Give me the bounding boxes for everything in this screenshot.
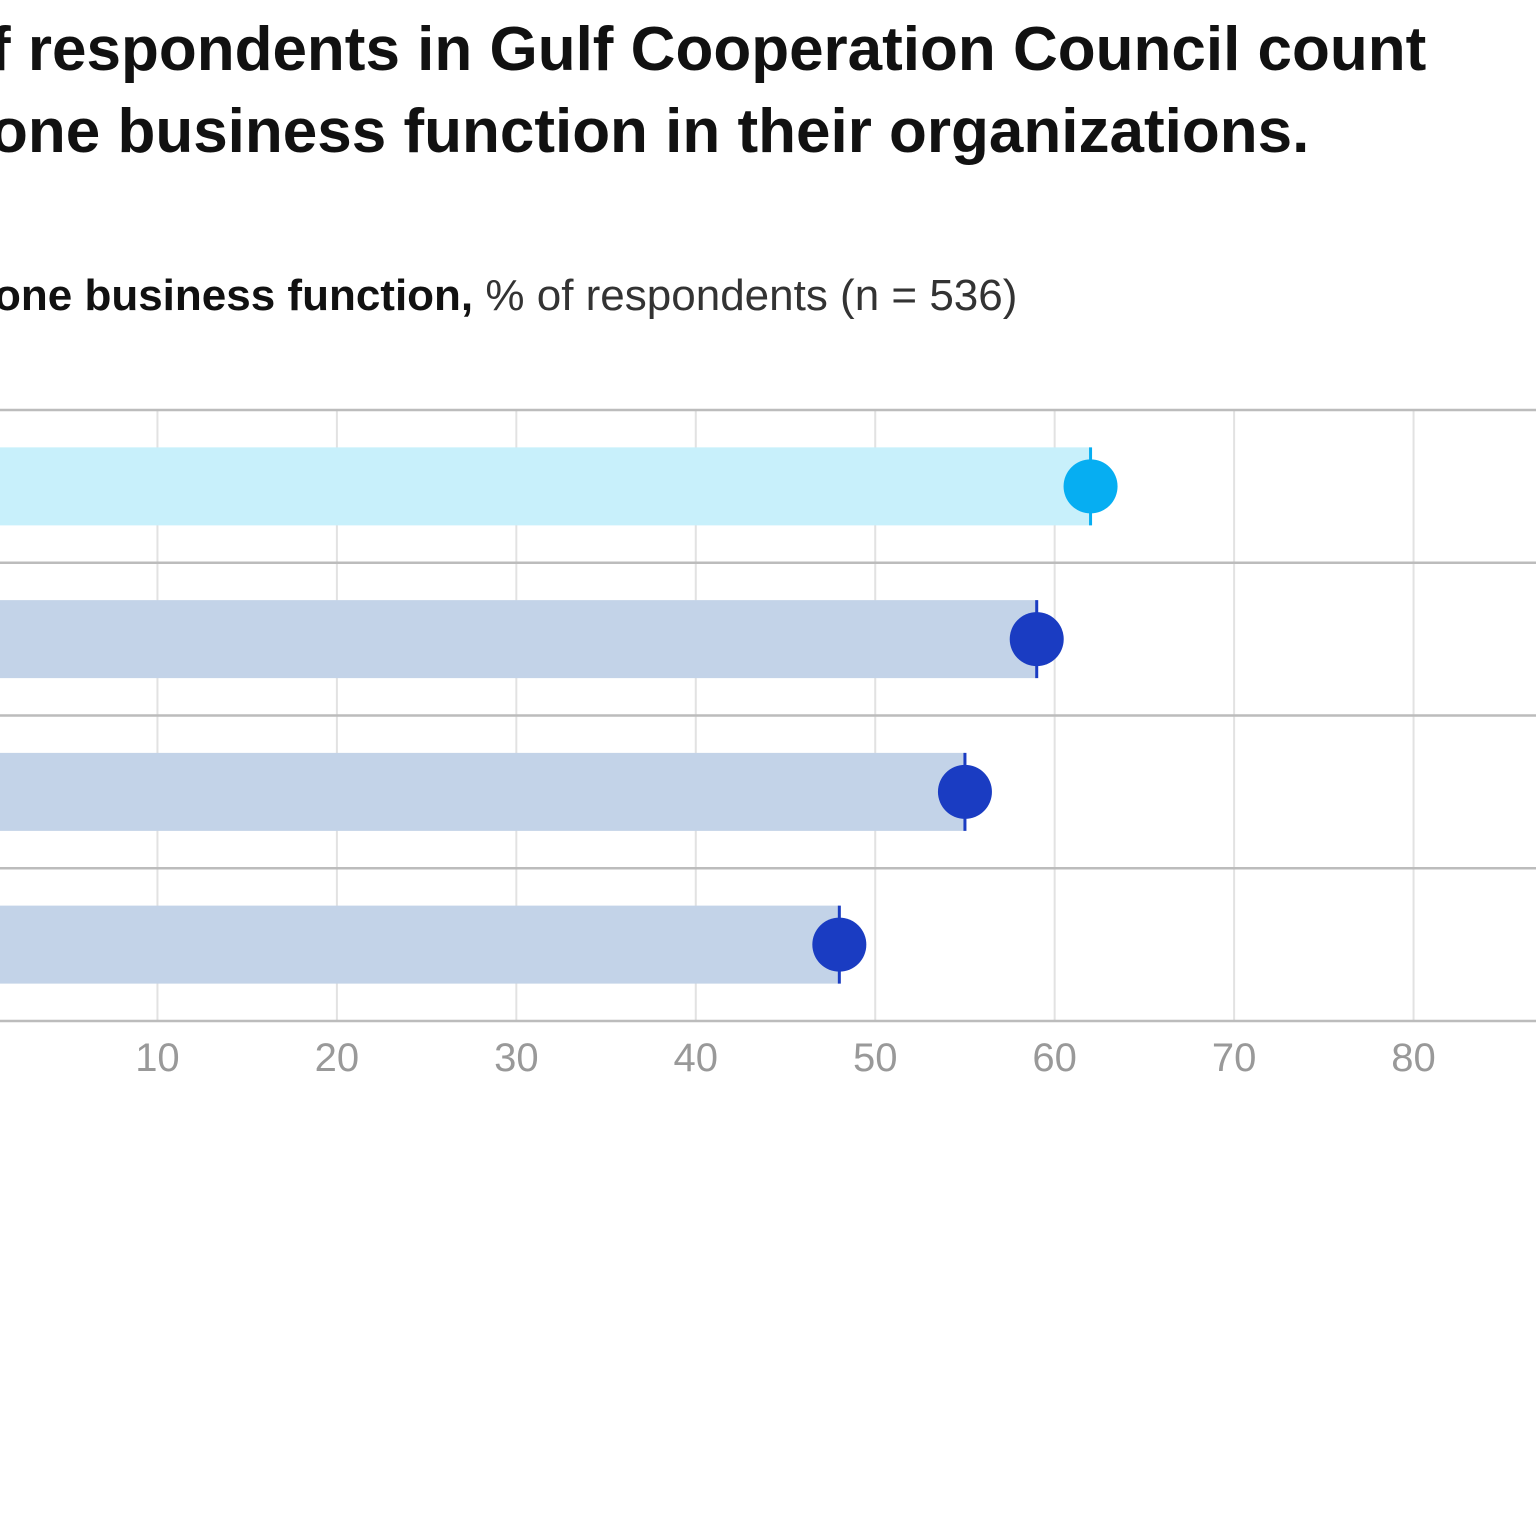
- bar: [0, 600, 1037, 679]
- x-tick-label: 60: [1032, 1036, 1077, 1080]
- dot: [937, 764, 992, 819]
- subtitle-bold: one business function,: [0, 271, 473, 320]
- x-tick-label: 30: [494, 1036, 539, 1080]
- dot: [1009, 612, 1064, 667]
- chart-subtitle: one business function, % of respondents …: [0, 271, 1017, 320]
- bar: [0, 447, 1091, 526]
- x-tick-label: 80: [1391, 1036, 1436, 1080]
- bar: [0, 905, 840, 984]
- chart-title: f respondents in Gulf Cooperation Counci…: [0, 15, 1426, 84]
- chart-title: one business function in their organizat…: [0, 97, 1309, 166]
- x-tick-label: 20: [315, 1036, 360, 1080]
- bar: [0, 752, 965, 831]
- x-tick-label: 40: [674, 1036, 719, 1080]
- dot: [1063, 459, 1118, 514]
- x-tick-label: 70: [1212, 1036, 1257, 1080]
- x-tick-label: 50: [853, 1036, 898, 1080]
- x-tick-label: 10: [135, 1036, 180, 1080]
- subtitle: % of respondents (n = 536): [485, 271, 1017, 320]
- dot: [812, 917, 867, 972]
